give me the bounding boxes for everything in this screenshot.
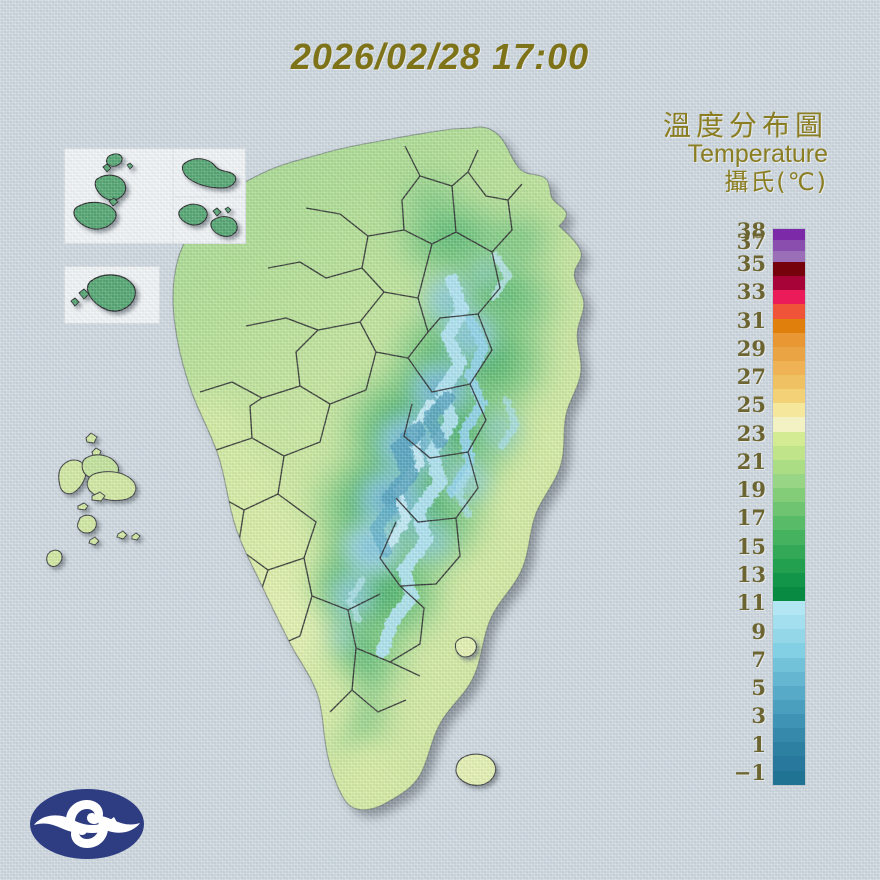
colorbar-tick-3: 3 [751,703,766,729]
colorbar-tick-7: 7 [751,646,766,672]
colorbar-band-9 [773,629,805,644]
colorbar-tick-27: 27 [736,364,766,390]
colorbar-band-16 [773,530,805,545]
colorbar-band-5 [773,685,805,700]
colorbar-band-12 [773,586,805,601]
legend-title-en: Temperature [687,140,828,169]
colorbar-band-29 [773,346,805,361]
colorbar-tick-21: 21 [736,448,766,474]
colorbar-band-20 [773,473,805,488]
colorbar-band-10 [773,615,805,630]
colorbar-band-0 [773,756,805,771]
colorbar-band-6 [773,671,805,686]
colorbar-band-35 [773,262,805,277]
colorbar-band-13 [773,572,805,587]
orchid-island[interactable] [455,753,497,786]
colorbar-band-26 [773,389,805,404]
colorbar-band-4 [773,699,805,714]
colorbar-band-15 [773,544,805,559]
colorbar-tick-15: 15 [736,533,766,559]
colorbar-tick-17: 17 [736,505,766,531]
page-title: 2026/02/28 17:00 [290,36,590,77]
colorbar-band-32 [773,304,805,319]
colorbar-band-21 [773,459,805,474]
colorbar-band-25 [773,403,805,418]
green-island[interactable] [454,636,477,658]
colorbar-band-31 [773,318,805,333]
matsu-islands [73,153,134,230]
colorbar-tick-11: 11 [736,590,766,616]
colorbar-tick-37: 37 [736,229,766,254]
colorbar-tick-29: 29 [736,335,766,361]
colorbar-band-1 [773,742,805,757]
colorbar-tick-9: 9 [751,618,766,644]
cwa-logo[interactable] [28,786,146,862]
colorbar-band-38 [773,229,805,240]
colorbar-tick-38: 38 [736,218,766,243]
colorbar-band-27 [773,375,805,390]
colorbar-tick-labels: 38 37 35 33 31 29 27 25 23 21 19 17 15 13 11 9 7 5 3 1 −1 [718,214,766,800]
logo-wave-mark [34,800,140,848]
colorbar-tick-23: 23 [736,420,766,446]
legend-title-cjk: 溫度分布圖 [662,109,828,142]
temperature-colorbar[interactable] [772,228,806,786]
colorbar-band-7 [773,657,805,672]
legend-heading: 溫度分布圖 Temperature 攝氏(℃) [663,110,828,196]
colorbar-band-11 [773,601,805,616]
colorbar-tick-33: 33 [736,279,766,305]
colorbar-tick-19: 19 [736,477,766,503]
colorbar-tick-minus1: −1 [733,759,766,785]
colorbar-tick-1: 1 [751,731,766,757]
wuqiu-islands [70,274,137,312]
colorbar-tick-31: 31 [736,307,766,333]
logo-ellipse [30,789,144,859]
matsu-kinmen-inset-panel[interactable] [64,148,246,244]
colorbar-band-2 [773,728,805,743]
colorbar-band-37 [773,240,805,251]
colorbar-band-17 [773,516,805,531]
penghu-islands[interactable] [46,432,141,567]
colorbar-tick-13: 13 [736,561,766,587]
kinmen-islands [178,158,238,237]
colorbar-band-24 [773,417,805,432]
colorbar-tick-35: 35 [736,251,766,276]
wuqiu-inset-panel[interactable] [64,266,160,324]
colorbar-band-18 [773,502,805,517]
colorbar-tick-25: 25 [736,392,766,418]
colorbar-band-22 [773,445,805,460]
colorbar-band-36 [773,251,805,262]
colorbar-band-19 [773,488,805,503]
colorbar-band-23 [773,431,805,446]
colorbar-tick-5: 5 [751,675,766,701]
colorbar-band-28 [773,360,805,375]
colorbar-band-3 [773,714,805,729]
colorbar-band-33 [773,290,805,305]
colorbar-band-8 [773,643,805,658]
taiwan-temperature-map[interactable] [0,0,720,880]
colorbar-band-14 [773,558,805,573]
colorbar-band-34 [773,276,805,291]
legend-unit: 攝氏(℃) [724,167,828,196]
colorbar-band-minus1 [773,770,805,785]
colorbar-bands[interactable] [772,228,806,786]
colorbar-band-30 [773,332,805,347]
